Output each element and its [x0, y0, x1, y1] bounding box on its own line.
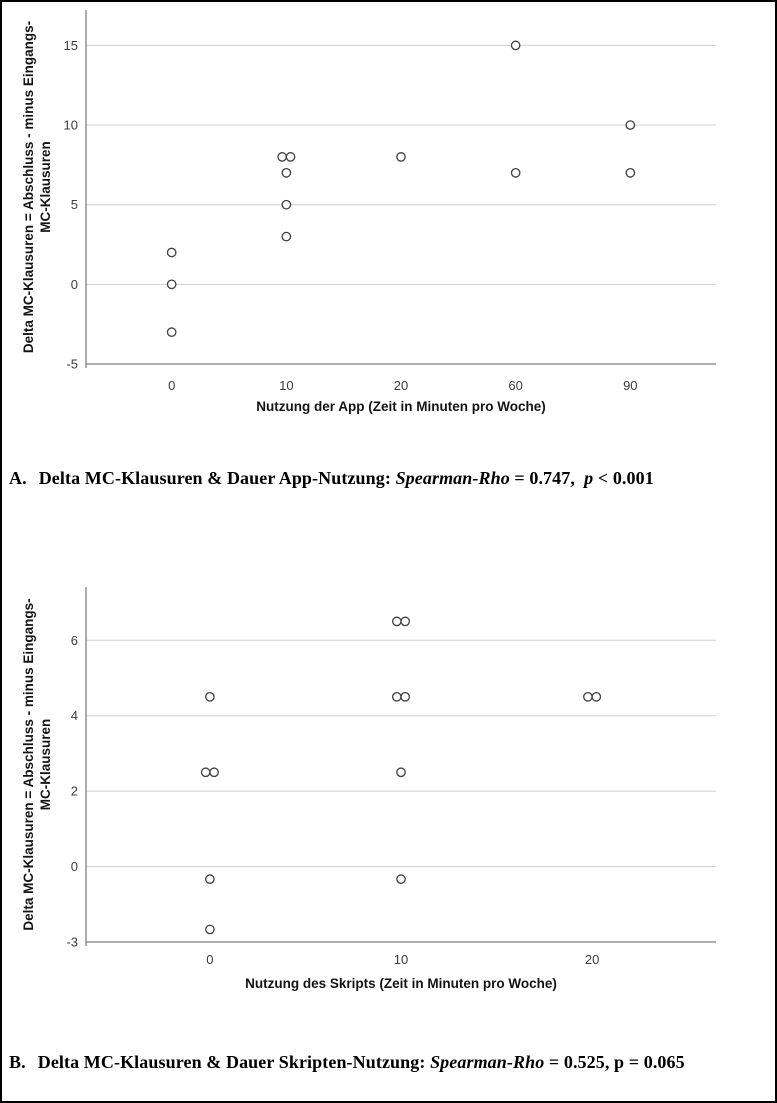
data-point [400, 691, 411, 702]
scatter-plot-script-usage: -3 0 2 4 6 0 10 20 Nutzung des Skripts (Zeit in … [21, 587, 716, 991]
data-point [625, 167, 636, 178]
y-tick-label: 15 [64, 38, 78, 53]
data-point [281, 231, 292, 242]
data-point [396, 767, 406, 778]
data-point [391, 691, 402, 702]
x-axis-title: Nutzung des Skripts (Zeit in Minuten pro… [245, 976, 557, 991]
svg-text:Delta MC-Klausuren = Abschluss: Delta MC-Klausuren = Abschluss - minus E… [21, 598, 53, 930]
caption-italic-segment: p [584, 468, 594, 488]
caption-b-label: B. [9, 1052, 26, 1072]
y-tick-label: 6 [71, 633, 78, 648]
data-point [281, 199, 292, 210]
caption-segment: < 0.001 [593, 468, 654, 488]
data-point [205, 924, 215, 935]
y-axis-title: Delta MC-Klausuren = Abschluss - minus E… [21, 598, 53, 930]
caption-a: A. Delta MC-Klausuren & Dauer App-Nutzung… [9, 468, 769, 489]
x-tick-label: 20 [394, 378, 408, 393]
data-point [625, 120, 636, 130]
y-tick-label: -5 [66, 357, 78, 372]
x-tick-label: 90 [623, 378, 637, 393]
y-tick-label: 0 [71, 859, 78, 874]
data-point [166, 247, 177, 258]
caption-segment: Delta MC-Klausuren & Dauer App-Nutzung: [38, 468, 396, 488]
y-tick-label: 10 [64, 118, 78, 133]
y-tick-label: 0 [71, 277, 78, 292]
data-point [166, 279, 177, 290]
x-tick-label: 0 [168, 378, 175, 393]
y-tick-label: -3 [66, 935, 78, 950]
data-point [400, 616, 411, 627]
caption-a-label: A. [9, 468, 27, 488]
scatter-plot-app-usage: -5 0 5 10 15 0 10 20 60 90 Nutzung der App (Zeit i… [21, 10, 716, 414]
data-point [396, 874, 406, 884]
caption-b-text: Delta MC-Klausuren & Dauer Skripten-Nutz… [38, 1052, 685, 1072]
svg-text:Delta MC-Klausuren = Abschluss: Delta MC-Klausuren = Abschluss - minus E… [21, 21, 53, 353]
data-point [510, 167, 521, 178]
data-point [277, 152, 287, 162]
caption-segment: Delta MC-Klausuren & Dauer Skripten-Nutz… [37, 1052, 431, 1072]
caption-segment: = 0.525, p = 0.065 [544, 1052, 685, 1072]
caption-b: B. Delta MC-Klausuren & Dauer Skripten-Nu… [9, 1052, 769, 1073]
data-point [391, 616, 402, 627]
x-tick-label: 10 [394, 952, 408, 967]
data-point [281, 167, 292, 178]
caption-italic-segment: Spearman-Rho [430, 1052, 545, 1072]
caption-segment: = 0.747, [509, 468, 585, 488]
data-point [396, 152, 406, 162]
data-point [209, 767, 219, 778]
data-point [285, 152, 296, 162]
data-point [583, 691, 593, 702]
data-point [205, 874, 215, 884]
data-point [200, 767, 211, 778]
data-point [205, 691, 215, 702]
y-axis-title: Delta MC-Klausuren = Abschluss - minus E… [21, 21, 53, 353]
x-tick-label: 60 [508, 378, 522, 393]
data-point [591, 691, 602, 702]
x-tick-label: 0 [206, 952, 213, 967]
caption-italic-segment: Spearman-Rho [395, 468, 510, 488]
y-tick-label: 4 [71, 708, 78, 723]
data-point [510, 40, 521, 51]
caption-a-text: Delta MC-Klausuren & Dauer App-Nutzung: … [39, 468, 654, 488]
y-tick-label: 5 [71, 197, 78, 212]
x-tick-label: 20 [585, 952, 599, 967]
x-axis-title: Nutzung der App (Zeit in Minuten pro Woc… [256, 399, 545, 414]
y-tick-label: 2 [71, 784, 78, 799]
data-point [166, 327, 177, 337]
x-tick-label: 10 [279, 378, 293, 393]
